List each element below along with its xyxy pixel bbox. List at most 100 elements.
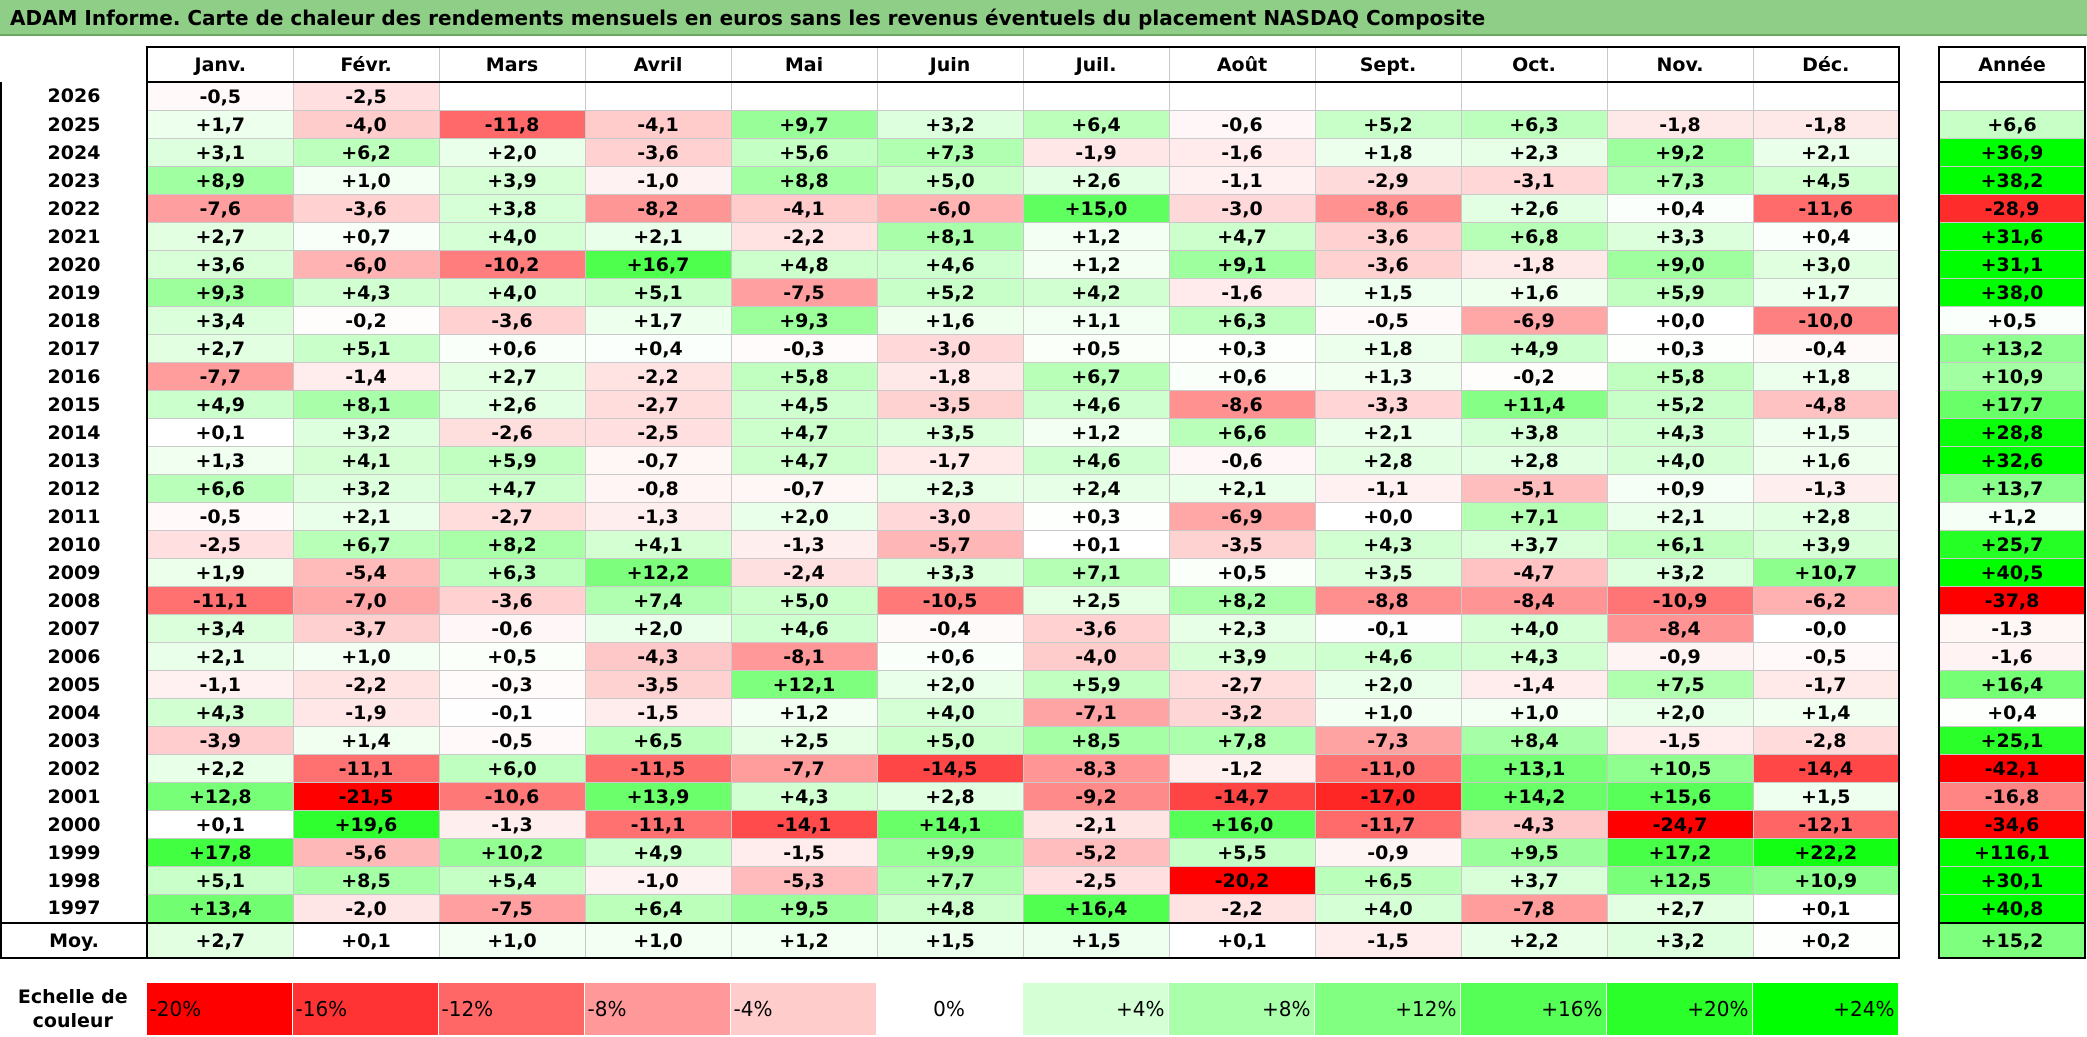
average-cell: +1,0 xyxy=(438,922,586,959)
heatmap-cell: +6,4 xyxy=(1022,110,1170,139)
heatmap-cell: +4,3 xyxy=(146,698,294,727)
heatmap-cell: +1,6 xyxy=(1460,278,1608,307)
heatmap-cell: +2,5 xyxy=(730,726,878,755)
annual-cell: +40,5 xyxy=(1938,558,2086,587)
heatmap-cell: -4,3 xyxy=(584,642,732,671)
color-scale-step: -16% xyxy=(291,982,439,1036)
heatmap-cell: +2,1 xyxy=(1752,138,1900,167)
heatmap-cell: -11,1 xyxy=(146,586,294,615)
heatmap-cell: -8,2 xyxy=(584,194,732,223)
annual-row: +25,1 xyxy=(1938,726,2086,755)
heatmap-cell: +3,9 xyxy=(1752,530,1900,559)
heatmap-cell: -7,7 xyxy=(730,754,878,783)
heatmap-cell: +2,3 xyxy=(1168,614,1316,643)
annual-cell: +0,4 xyxy=(1938,698,2086,727)
heatmap-cell: +11,4 xyxy=(1460,390,1608,419)
heatmap-cell: -17,0 xyxy=(1314,782,1462,811)
heatmap-cell: +13,1 xyxy=(1460,754,1608,783)
heatmap-cell: -2,9 xyxy=(1314,166,1462,195)
heatmap-cell: -7,5 xyxy=(730,278,878,307)
color-scale-step: -8% xyxy=(583,982,731,1036)
heatmap-cell: +3,7 xyxy=(1460,866,1608,895)
heatmap-cell: -3,6 xyxy=(1022,614,1170,643)
annual-row: -1,6 xyxy=(1938,642,2086,671)
year-row: 2006 +2,1 +1,0 +0,5 -4,3 -8,1 +0,6 -4,0 +3,9 +4,6… xyxy=(0,642,1900,671)
heatmap-cell: +2,1 xyxy=(584,222,732,251)
heatmap-cell: +7,1 xyxy=(1022,558,1170,587)
annual-cell: +17,7 xyxy=(1938,390,2086,419)
heatmap-cell: +6,3 xyxy=(438,558,586,587)
annual-row: +25,7 xyxy=(1938,530,2086,559)
heatmap-cell: +4,3 xyxy=(730,782,878,811)
heatmap-cell: +6,8 xyxy=(1460,222,1608,251)
average-cell: +3,2 xyxy=(1606,922,1754,959)
heatmap-cell: -1,9 xyxy=(1022,138,1170,167)
heatmap-cell xyxy=(584,81,732,111)
heatmap-cell: +4,3 xyxy=(292,278,440,307)
heatmap-cell: +19,6 xyxy=(292,810,440,839)
heatmap-cell: +0,3 xyxy=(1168,334,1316,363)
heatmap-cell: +8,4 xyxy=(1460,726,1608,755)
heatmap-cell: +2,0 xyxy=(730,502,878,531)
heatmap-cell: -3,2 xyxy=(1168,698,1316,727)
heatmap-cell: +16,7 xyxy=(584,250,732,279)
heatmap-cell: +3,5 xyxy=(1314,558,1462,587)
heatmap-cell: -1,9 xyxy=(292,698,440,727)
heatmap-cell: -14,4 xyxy=(1752,754,1900,783)
heatmap-cell: +4,6 xyxy=(730,614,878,643)
heatmap-cell: -0,3 xyxy=(438,670,586,699)
heatmap-cell: -0,0 xyxy=(1752,614,1900,643)
heatmap-cell: +12,5 xyxy=(1606,866,1754,895)
heatmap-cell: -12,1 xyxy=(1752,810,1900,839)
heatmap-cell: -2,1 xyxy=(1022,810,1170,839)
annual-cell: -28,9 xyxy=(1938,194,2086,223)
heatmap-cell: -1,6 xyxy=(1168,138,1316,167)
heatmap-cell: -10,2 xyxy=(438,250,586,279)
year-row: 2012 +6,6 +3,2 +4,7 -0,8 -0,7 +2,3 +2,4 +2,1 -1,1… xyxy=(0,474,1900,503)
heatmap-cell: +0,5 xyxy=(438,642,586,671)
heatmap-cell: -3,7 xyxy=(292,614,440,643)
heatmap-cell: -5,4 xyxy=(292,558,440,587)
heatmap-cell: +3,6 xyxy=(146,250,294,279)
heatmap-cell: -6,0 xyxy=(876,194,1024,223)
heatmap-cell: -0,6 xyxy=(1168,110,1316,139)
month-header: Mai xyxy=(730,46,878,83)
heatmap-cell: +5,0 xyxy=(876,166,1024,195)
heatmap-cell: +3,5 xyxy=(876,418,1024,447)
annual-cell: +6,6 xyxy=(1938,110,2086,139)
heatmap-cell: +5,2 xyxy=(1606,390,1754,419)
heatmap-cell: -11,8 xyxy=(438,110,586,139)
color-scale-step: +8% xyxy=(1167,982,1315,1036)
heatmap-cell: +0,1 xyxy=(146,810,294,839)
heatmap-cell: +1,4 xyxy=(292,726,440,755)
heatmap-cell: +2,2 xyxy=(146,754,294,783)
annual-average-cell: +15,2 xyxy=(1938,922,2086,959)
heatmap-cell: +9,9 xyxy=(876,838,1024,867)
heatmap-cell: -1,0 xyxy=(584,166,732,195)
heatmap-cell: +7,4 xyxy=(584,586,732,615)
annual-cell: +31,6 xyxy=(1938,222,2086,251)
heatmap-cell xyxy=(876,81,1024,111)
heatmap-cell: +9,7 xyxy=(730,110,878,139)
heatmap-cell: -1,4 xyxy=(292,362,440,391)
annual-row: -34,6 xyxy=(1938,810,2086,839)
heatmap-cell: +0,6 xyxy=(876,642,1024,671)
heatmap-cell: -3,1 xyxy=(1460,166,1608,195)
heatmap-cell: +1,7 xyxy=(1752,278,1900,307)
heatmap-cell: +4,6 xyxy=(1314,642,1462,671)
heatmap-cell: -8,6 xyxy=(1314,194,1462,223)
heatmap-cell: +3,1 xyxy=(146,138,294,167)
heatmap-cell: -14,5 xyxy=(876,754,1024,783)
heatmap-cell: +8,8 xyxy=(730,166,878,195)
heatmap-cell: +4,0 xyxy=(438,278,586,307)
heatmap-cell: +8,9 xyxy=(146,166,294,195)
heatmap-cell: +6,7 xyxy=(1022,362,1170,391)
heatmap-cell: -7,1 xyxy=(1022,698,1170,727)
heatmap-cell: -11,1 xyxy=(584,810,732,839)
heatmap-cell: +5,0 xyxy=(730,586,878,615)
heatmap-cell: +2,0 xyxy=(1314,670,1462,699)
heatmap-cell: +10,5 xyxy=(1606,754,1754,783)
heatmap-cell: +2,0 xyxy=(438,138,586,167)
annual-cell: +0,5 xyxy=(1938,306,2086,335)
average-cell: +1,5 xyxy=(1022,922,1170,959)
